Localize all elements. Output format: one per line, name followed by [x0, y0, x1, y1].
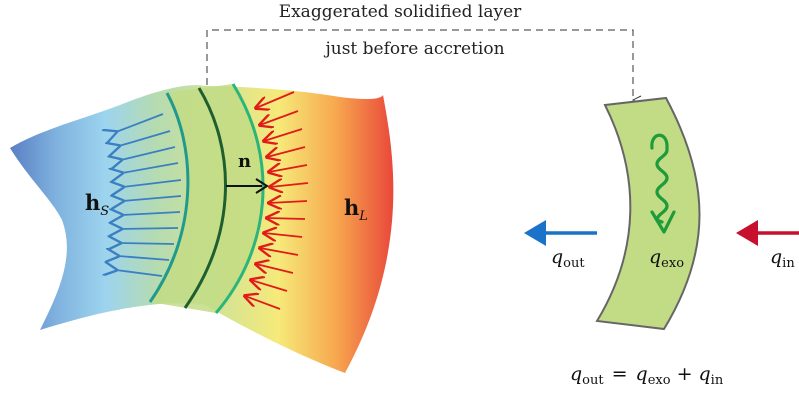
- solid-enthalpy-label: hS: [85, 190, 109, 219]
- qout-arrow: [524, 220, 597, 246]
- solid-heat-arrows: [116, 113, 182, 277]
- liquid-heat-arrows: [245, 91, 309, 310]
- exothermic-spiral-arrow: [650, 133, 669, 224]
- top-label-line1: Exaggerated solidified layer: [279, 2, 522, 22]
- interface-middle: [183, 87, 227, 309]
- normal-vector: [226, 178, 269, 194]
- interface-outer-solid: [148, 92, 190, 303]
- spiral-arrow-head: [650, 210, 676, 234]
- energy-balance-equation: qout = qexo + qin: [570, 363, 724, 388]
- liquid-enthalpy-label: hL: [344, 195, 368, 224]
- dashed-connector: [206, 29, 633, 100]
- qin-label: qin: [770, 246, 795, 271]
- qin-arrow: [736, 220, 799, 246]
- normal-label: n: [238, 151, 251, 172]
- qout-label: qout: [551, 246, 585, 271]
- solidified-layer-band: [150, 84, 264, 313]
- qexo-label: qexo: [649, 246, 684, 271]
- exaggerated-layer-element: [595, 96, 701, 331]
- interface-outer-liquid: [214, 83, 265, 314]
- top-label-line2: just before accretion: [323, 39, 504, 59]
